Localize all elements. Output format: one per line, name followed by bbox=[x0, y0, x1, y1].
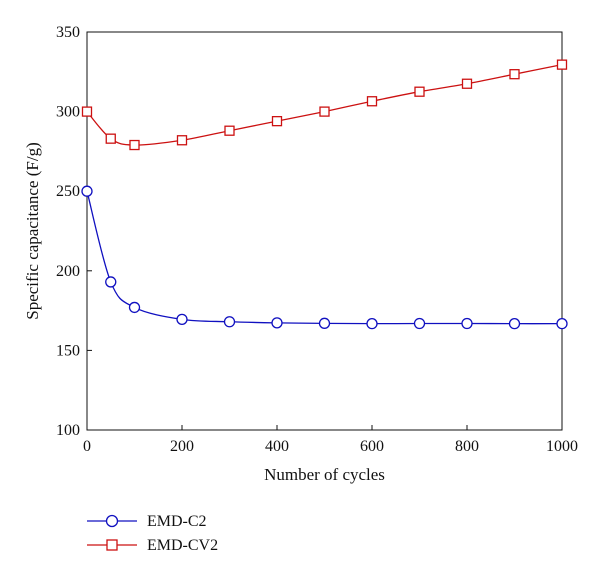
legend-label: EMD-CV2 bbox=[147, 537, 218, 554]
y-tick-label: 300 bbox=[56, 104, 80, 121]
data-point bbox=[556, 59, 568, 70]
data-point bbox=[224, 125, 235, 136]
legend-square-marker bbox=[106, 539, 118, 551]
series-line bbox=[86, 64, 563, 146]
data-point bbox=[413, 317, 426, 330]
x-axis-title: Number of cycles bbox=[264, 465, 385, 484]
data-point bbox=[81, 185, 93, 197]
y-tick-label: 250 bbox=[56, 183, 80, 200]
data-point bbox=[81, 106, 93, 117]
x-tick-label: 0 bbox=[83, 438, 91, 455]
legend-circle-marker bbox=[105, 514, 119, 528]
data-point bbox=[271, 317, 283, 329]
x-tick-label: 1000 bbox=[546, 438, 578, 455]
legend-entry: EMD-CV2 bbox=[87, 537, 218, 554]
data-point bbox=[366, 318, 378, 330]
series-emd-c2 bbox=[81, 185, 568, 330]
x-tick-label: 800 bbox=[455, 438, 479, 455]
x-tick-label: 200 bbox=[170, 438, 194, 455]
data-point bbox=[319, 106, 330, 117]
x-tick-label: 400 bbox=[265, 438, 289, 455]
x-tick-label: 600 bbox=[360, 438, 384, 455]
y-tick-label: 100 bbox=[56, 422, 80, 439]
y-axis-title: Specific capacitance (F/g) bbox=[23, 142, 42, 319]
data-point bbox=[556, 318, 568, 330]
series-layer bbox=[81, 59, 568, 330]
data-point bbox=[176, 313, 188, 326]
series-emd-cv2 bbox=[81, 59, 568, 151]
data-point bbox=[129, 139, 140, 151]
data-point bbox=[223, 316, 236, 328]
legend-entry: EMD-C2 bbox=[87, 513, 207, 530]
data-point bbox=[318, 317, 331, 329]
data-point bbox=[128, 301, 141, 314]
plot-frame bbox=[86, 31, 563, 431]
data-point bbox=[508, 318, 521, 330]
y-tick-label: 150 bbox=[56, 342, 80, 359]
data-point bbox=[461, 78, 473, 89]
data-point bbox=[105, 133, 116, 144]
data-point bbox=[461, 317, 473, 330]
y-tick-label: 200 bbox=[56, 263, 80, 280]
axes bbox=[86, 31, 563, 431]
series-line bbox=[86, 191, 563, 325]
data-point bbox=[271, 116, 283, 127]
y-tick-label: 350 bbox=[56, 24, 80, 41]
legend: EMD-C2 EMD-CV2 bbox=[87, 513, 218, 554]
ticks: 0 200 400 600 800 1000 100 150 200 250 300 350 bbox=[56, 24, 578, 455]
legend-label: EMD-C2 bbox=[147, 513, 207, 530]
data-point bbox=[176, 135, 188, 146]
data-point bbox=[509, 69, 520, 80]
data-point bbox=[414, 86, 425, 97]
data-point bbox=[366, 96, 378, 107]
data-point bbox=[105, 276, 117, 288]
